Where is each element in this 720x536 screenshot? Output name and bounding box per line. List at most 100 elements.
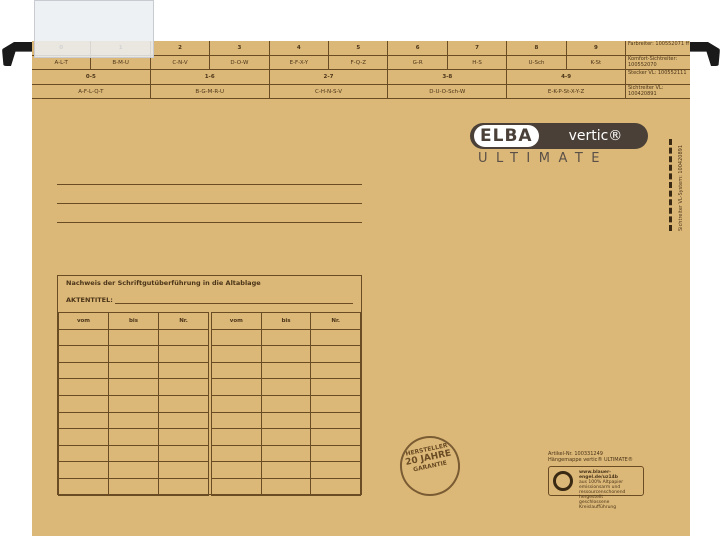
index-cell: 6	[388, 41, 448, 55]
table-cell	[158, 394, 209, 413]
table-cell	[310, 444, 361, 463]
table-header: vom bis Nr.	[58, 312, 209, 330]
eco-item: geschlossene Kreislaufführung	[579, 500, 617, 510]
table-cell	[158, 328, 209, 347]
brand-text: ELBA	[474, 125, 539, 147]
table-row	[211, 428, 361, 446]
table-row	[58, 394, 209, 413]
table-row	[211, 345, 361, 363]
table-cell	[260, 361, 312, 380]
index-cell: 7	[448, 41, 508, 55]
table-row	[58, 411, 209, 430]
index-cell: 5	[329, 41, 389, 55]
table-cell	[211, 361, 262, 380]
table-cell	[310, 477, 361, 496]
column-header: bis	[260, 312, 312, 330]
info-text: Stecker VL: 100552111	[626, 70, 690, 85]
info-column: Farbreiter: 100552071 ff Komfort-Sichtre…	[626, 41, 690, 99]
table-cell	[310, 461, 361, 479]
table-cell	[260, 444, 312, 463]
table-cell	[211, 394, 262, 413]
table-cell	[158, 345, 209, 363]
table-row	[211, 444, 361, 463]
elba-logo: ELBA vertic®	[470, 123, 648, 149]
table-cell	[211, 328, 262, 347]
table-cell	[108, 428, 159, 446]
table-row	[58, 477, 209, 496]
table-cell	[310, 378, 361, 396]
table-cell	[58, 328, 109, 347]
table-row	[58, 461, 209, 479]
dashed-marker	[669, 139, 672, 231]
writing-line	[57, 203, 362, 204]
table-cell	[158, 477, 209, 496]
hanger-hook-left	[2, 42, 32, 66]
table-cell	[58, 477, 109, 496]
table-cell	[108, 361, 159, 380]
table-cell	[158, 461, 209, 479]
product-line: ULTIMATE	[478, 151, 608, 166]
writing-line	[57, 222, 362, 223]
form-table-right: vom bis Nr.	[211, 312, 361, 496]
index-cell: 8	[507, 41, 567, 55]
table-cell	[158, 361, 209, 380]
table-cell	[158, 378, 209, 396]
table-cell	[108, 394, 159, 413]
table-cell	[211, 461, 262, 479]
table-row	[211, 328, 361, 347]
table-cell	[211, 411, 262, 430]
index-cell: C-N-V	[151, 55, 211, 69]
index-cell: G-R	[388, 55, 448, 69]
info-text: Sichtreiter VL: 100420891	[626, 85, 690, 99]
table-cell	[108, 477, 159, 496]
eco-item: aus 100% Altpapier	[579, 480, 624, 485]
table-cell	[158, 411, 209, 430]
table-cell	[260, 394, 312, 413]
index-tab[interactable]	[34, 0, 154, 58]
table-row	[58, 328, 209, 347]
table-cell	[58, 428, 109, 446]
table-cell	[260, 378, 312, 396]
table-cell	[108, 461, 159, 479]
table-cell	[211, 345, 262, 363]
table-cell	[58, 444, 109, 463]
index-cell: H-S	[448, 55, 508, 69]
product-text: vertic®	[568, 128, 623, 144]
table-row	[211, 361, 361, 380]
index-cell: 3-8	[388, 70, 508, 84]
article-info: Artikel-Nr. 100331249 Hängemappe vertic®…	[548, 451, 633, 463]
table-cell	[211, 477, 262, 496]
index-cell: B-G-M-R-U	[151, 84, 270, 98]
table-cell	[158, 444, 209, 463]
blue-angel-label: www.blauer-engel.de/uz14b aus 100% Altpa…	[548, 466, 644, 510]
aktentitel-label: AKTENTITEL:	[66, 296, 113, 304]
table-cell	[158, 428, 209, 446]
table-row	[211, 477, 361, 496]
article-nr: Artikel-Nr. 100331249	[548, 451, 603, 457]
table-cell	[108, 378, 159, 396]
table-row	[58, 345, 209, 363]
index-cell: 9	[567, 41, 627, 55]
index-cell: D-U-O-Sch-W	[388, 84, 508, 98]
index-cell: 0-5	[32, 70, 151, 84]
table-header: vom bis Nr.	[211, 312, 361, 330]
table-cell	[58, 394, 109, 413]
eco-item: emissionsarm und ressourcenschonend herg…	[579, 485, 626, 500]
form-table-left: vom bis Nr.	[58, 312, 209, 496]
index-cell: E-F-X-Y	[270, 55, 330, 69]
table-row	[58, 444, 209, 463]
index-cell: 4	[270, 41, 330, 55]
column-header: vom	[58, 312, 109, 330]
table-cell	[108, 411, 159, 430]
table-cell	[260, 477, 312, 496]
table-cell	[58, 361, 109, 380]
table-cell	[58, 461, 109, 479]
index-cell: F-Q-Z	[329, 55, 389, 69]
table-cell	[108, 345, 159, 363]
table-cell	[260, 411, 312, 430]
guarantee-stamp: HERSTELLER 20 JAHRE GARANTIE	[394, 430, 466, 502]
table-row	[58, 378, 209, 396]
table-cell	[211, 428, 262, 446]
index-grid: 0123456789A-L-TB-M-UC-N-VD-O-WE-F-X-YF-Q…	[32, 41, 627, 99]
side-text: Sichtreiter VL-System: 100420891	[678, 144, 684, 231]
